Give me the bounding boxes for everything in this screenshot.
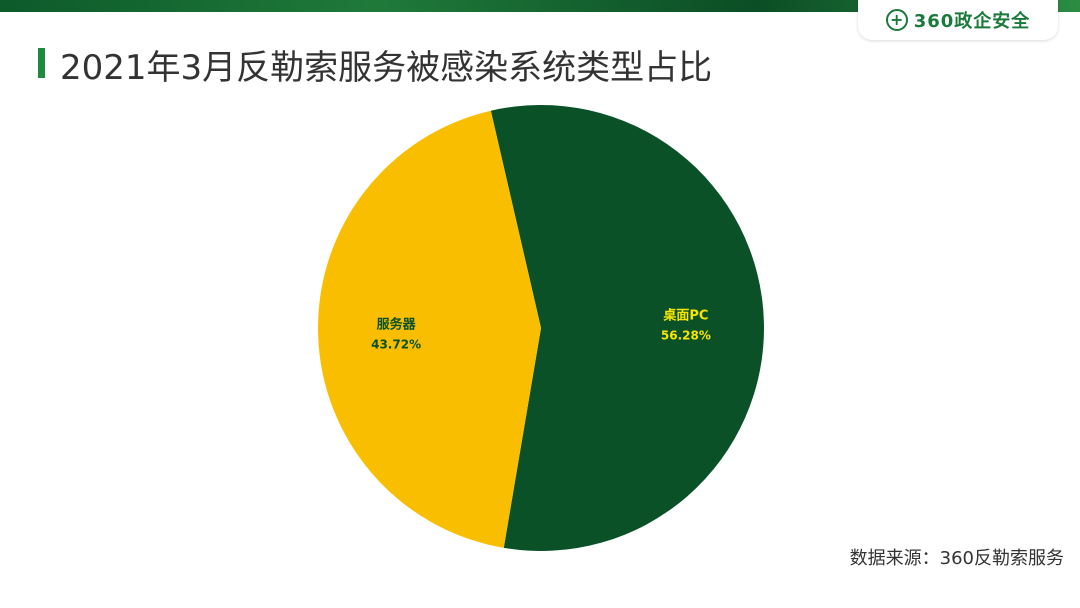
top-banner [0,0,1080,12]
slice-value-label: 56.28% [661,329,711,343]
logo-text: 360政企安全 [913,11,1031,32]
title-accent-bar [38,48,45,78]
pie-slice-desktop-pc [490,105,764,551]
slice-value-label: 43.72% [371,337,421,351]
page-title: 2021年3月反勒索服务被感染系统类型占比 [60,48,713,88]
plus-circle-icon: + [885,9,908,31]
slice-name-label: 桌面PC [663,308,708,324]
brand-logo: + 360政企安全 [858,0,1058,40]
pie-slice-server [317,110,541,548]
data-source: 数据来源：360反勒索服务 [849,548,1064,569]
slice-name-label: 服务器 [377,316,417,332]
